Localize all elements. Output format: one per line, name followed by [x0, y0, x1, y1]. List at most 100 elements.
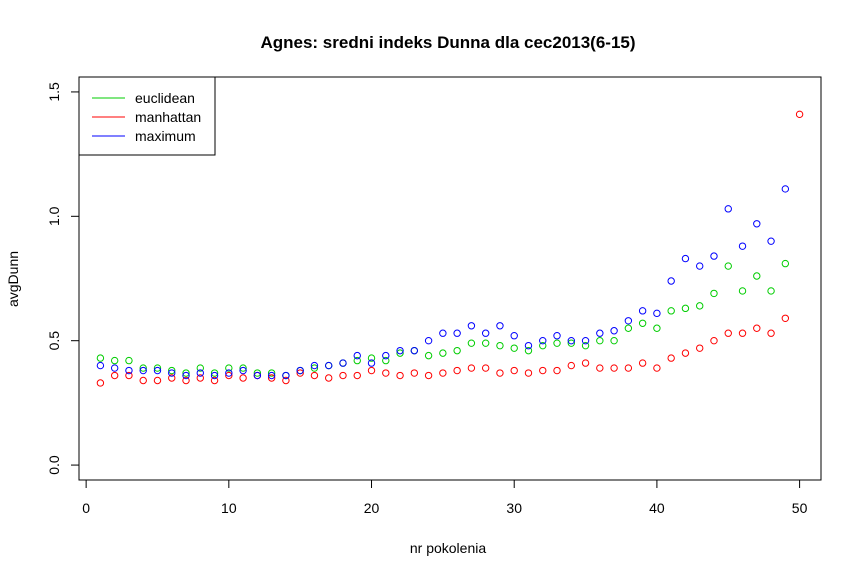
point-manhattan — [496, 369, 504, 377]
point-maximum — [524, 341, 533, 350]
point-manhattan — [182, 376, 190, 385]
y-axis-label: avgDunn — [5, 251, 21, 307]
point-manhattan — [653, 364, 661, 372]
point-euclidean — [396, 349, 404, 357]
point-maximum — [96, 361, 105, 370]
point-manhattan — [139, 376, 147, 385]
point-manhattan — [624, 364, 633, 372]
x-axis: 0 10 20 30 40 50 — [82, 479, 808, 516]
point-manhattan — [553, 366, 561, 375]
point-euclidean — [125, 356, 133, 365]
point-maximum — [367, 359, 376, 367]
point-euclidean — [539, 341, 547, 350]
point-manhattan — [325, 374, 333, 382]
point-maximum — [453, 329, 461, 337]
x-tick-label: 20 — [364, 500, 380, 516]
point-maximum — [382, 351, 390, 360]
point-euclidean — [524, 346, 533, 355]
x-tick-label: 40 — [649, 500, 665, 516]
point-euclidean — [653, 324, 661, 332]
point-maximum — [467, 322, 476, 330]
point-euclidean — [724, 262, 732, 270]
point-euclidean — [753, 272, 761, 280]
point-euclidean — [638, 319, 647, 327]
point-maximum — [153, 366, 162, 375]
legend-label-manhattan: manhattan — [135, 109, 201, 125]
point-manhattan — [610, 364, 618, 372]
point-maximum — [182, 371, 190, 380]
point-manhattan — [424, 371, 433, 380]
point-manhattan — [110, 371, 119, 380]
point-manhattan — [638, 359, 647, 367]
point-maximum — [325, 361, 333, 370]
y-axis: 0.0 0.5 1.0 1.5 — [46, 82, 80, 475]
point-euclidean — [567, 339, 575, 347]
y-tick-label: 0.5 — [46, 331, 62, 351]
point-euclidean — [738, 287, 747, 295]
point-maximum — [396, 346, 404, 355]
point-euclidean — [610, 336, 618, 345]
point-maximum — [296, 366, 304, 375]
point-euclidean — [153, 364, 162, 372]
point-euclidean — [667, 307, 675, 315]
point-manhattan — [481, 364, 490, 372]
point-euclidean — [367, 354, 376, 362]
point-euclidean — [310, 364, 319, 372]
point-manhattan — [382, 369, 390, 377]
point-maximum — [681, 254, 690, 263]
point-maximum — [410, 346, 419, 355]
point-manhattan — [367, 366, 376, 375]
point-euclidean — [382, 356, 390, 365]
point-manhattan — [296, 369, 304, 377]
point-maximum — [282, 371, 290, 380]
point-maximum — [339, 359, 347, 367]
point-euclidean — [553, 339, 561, 347]
point-manhattan — [596, 364, 604, 372]
point-maximum — [596, 329, 604, 337]
point-maximum — [225, 369, 233, 377]
x-tick-label: 50 — [792, 500, 808, 516]
point-euclidean — [781, 259, 790, 268]
point-manhattan — [738, 329, 747, 337]
point-euclidean — [253, 369, 262, 377]
point-euclidean — [467, 339, 476, 347]
point-manhattan — [396, 371, 404, 380]
point-maximum — [710, 252, 718, 260]
point-euclidean — [96, 354, 105, 362]
legend-label-euclidean: euclidean — [135, 90, 195, 106]
point-maximum — [781, 185, 790, 193]
point-manhattan — [96, 379, 105, 387]
point-maximum — [724, 205, 732, 213]
point-maximum — [510, 332, 518, 340]
point-manhattan — [210, 376, 219, 385]
point-maximum — [310, 361, 319, 370]
point-maximum — [267, 371, 276, 380]
point-manhattan — [696, 344, 704, 352]
point-maximum — [624, 317, 633, 325]
point-euclidean — [596, 336, 604, 345]
point-manhattan — [453, 366, 461, 375]
point-manhattan — [753, 324, 761, 332]
point-euclidean — [353, 356, 361, 365]
point-euclidean — [168, 366, 176, 375]
point-manhattan — [710, 336, 718, 345]
point-euclidean — [267, 369, 276, 377]
point-maximum — [610, 327, 618, 335]
point-euclidean — [225, 364, 233, 372]
point-maximum — [767, 237, 775, 245]
point-euclidean — [624, 324, 633, 332]
point-maximum — [553, 332, 561, 340]
point-euclidean — [496, 341, 504, 350]
point-maximum — [738, 242, 747, 250]
point-maximum — [239, 366, 247, 375]
point-euclidean — [196, 364, 204, 372]
point-manhattan — [353, 371, 361, 380]
point-euclidean — [439, 349, 447, 357]
point-manhattan — [767, 329, 775, 337]
point-maximum — [753, 220, 761, 228]
point-maximum — [481, 329, 490, 337]
point-maximum — [539, 336, 547, 345]
point-euclidean — [767, 287, 775, 295]
y-tick-label: 1.0 — [46, 206, 62, 226]
point-manhattan — [339, 371, 347, 380]
